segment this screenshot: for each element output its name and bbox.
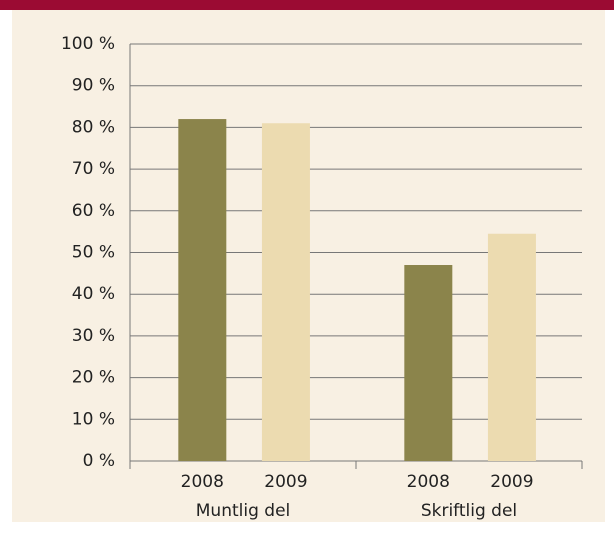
bar: [487, 233, 536, 461]
y-tick-label: 70 %: [72, 159, 115, 179]
y-tick-label: 10 %: [72, 409, 115, 429]
x-group-label: Muntlig del: [196, 501, 291, 521]
y-tick-label: 60 %: [72, 201, 115, 221]
bar: [404, 265, 453, 461]
bar: [261, 123, 310, 461]
y-tick-label: 50 %: [72, 243, 115, 263]
x-series-label: 2009: [490, 472, 533, 492]
header-bar: [0, 0, 614, 10]
y-tick-label: 30 %: [72, 326, 115, 346]
y-tick-label: 0 %: [83, 451, 115, 471]
y-tick-label: 40 %: [72, 284, 115, 304]
y-tick-label: 20 %: [72, 368, 115, 388]
x-series-label: 2008: [181, 472, 224, 492]
y-tick-label: 90 %: [72, 76, 115, 96]
x-series-label: 2008: [407, 472, 450, 492]
x-group-label: Skriftlig del: [421, 501, 517, 521]
x-series-label: 2009: [264, 472, 307, 492]
y-tick-label: 80 %: [72, 117, 115, 137]
bar: [178, 119, 227, 461]
y-tick-label: 100 %: [61, 34, 115, 54]
